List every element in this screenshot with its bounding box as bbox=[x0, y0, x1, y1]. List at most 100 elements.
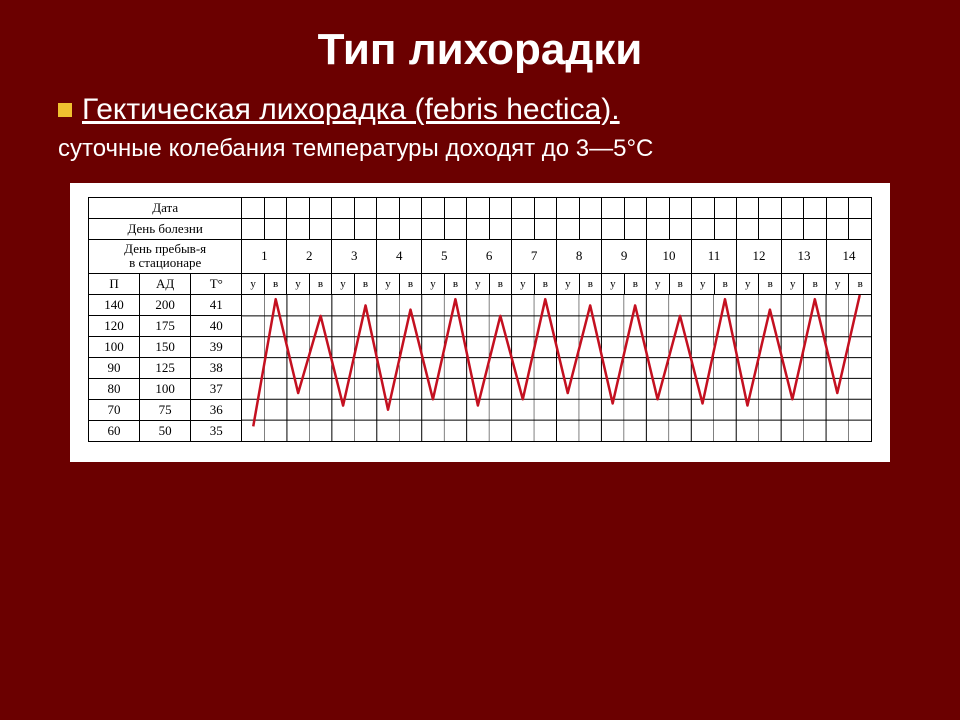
day-number: 12 bbox=[736, 240, 781, 274]
illness-cell bbox=[804, 219, 826, 240]
slide: Тип лихорадки Гектическая лихорадка (feb… bbox=[0, 0, 960, 720]
date-cell bbox=[624, 198, 646, 219]
uv-morning: у bbox=[332, 273, 354, 294]
date-cell bbox=[669, 198, 691, 219]
pulse-value: 140 bbox=[89, 294, 140, 315]
illness-cell bbox=[692, 219, 714, 240]
illness-cell bbox=[309, 219, 331, 240]
bullet-icon bbox=[58, 103, 72, 117]
illness-cell bbox=[647, 219, 669, 240]
subtitle-text: Гектическая лихорадка (febris hectica). bbox=[82, 93, 620, 127]
uv-evening: в bbox=[399, 273, 421, 294]
hdr-illness: День болезни bbox=[89, 219, 242, 240]
temp-value: 36 bbox=[191, 399, 242, 420]
temperature-line bbox=[254, 295, 861, 426]
day-number: 2 bbox=[287, 240, 332, 274]
plot-area bbox=[242, 294, 872, 441]
date-cell bbox=[422, 198, 444, 219]
uv-evening: в bbox=[264, 273, 286, 294]
uv-morning: у bbox=[557, 273, 579, 294]
uv-morning: у bbox=[781, 273, 803, 294]
date-cell bbox=[647, 198, 669, 219]
illness-cell bbox=[602, 219, 624, 240]
illness-cell bbox=[332, 219, 354, 240]
illness-cell bbox=[399, 219, 421, 240]
bp-value: 50 bbox=[140, 420, 191, 441]
pulse-value: 60 bbox=[89, 420, 140, 441]
day-number: 3 bbox=[332, 240, 377, 274]
illness-cell bbox=[557, 219, 579, 240]
illness-cell bbox=[759, 219, 781, 240]
uv-morning: у bbox=[602, 273, 624, 294]
pulse-value: 70 bbox=[89, 399, 140, 420]
fever-chart-table: ДатаДень болезниДень пребыв-яв стационар… bbox=[88, 197, 872, 442]
date-cell bbox=[444, 198, 466, 219]
uv-morning: у bbox=[826, 273, 848, 294]
bp-value: 100 bbox=[140, 378, 191, 399]
uv-evening: в bbox=[309, 273, 331, 294]
uv-morning: у bbox=[422, 273, 444, 294]
pulse-value: 100 bbox=[89, 336, 140, 357]
pulse-value: 80 bbox=[89, 378, 140, 399]
date-cell bbox=[242, 198, 264, 219]
illness-cell bbox=[444, 219, 466, 240]
illness-cell bbox=[624, 219, 646, 240]
date-cell bbox=[467, 198, 489, 219]
date-cell bbox=[512, 198, 534, 219]
uv-morning: у bbox=[242, 273, 264, 294]
temp-value: 41 bbox=[191, 294, 242, 315]
uv-morning: у bbox=[377, 273, 399, 294]
day-number: 8 bbox=[557, 240, 602, 274]
bp-value: 125 bbox=[140, 357, 191, 378]
date-cell bbox=[781, 198, 803, 219]
date-cell bbox=[759, 198, 781, 219]
subtitle-row: Гектическая лихорадка (febris hectica). bbox=[40, 93, 920, 127]
uv-evening: в bbox=[759, 273, 781, 294]
date-cell bbox=[714, 198, 736, 219]
temp-value: 39 bbox=[191, 336, 242, 357]
day-number: 5 bbox=[422, 240, 467, 274]
uv-evening: в bbox=[534, 273, 556, 294]
date-cell bbox=[332, 198, 354, 219]
date-cell bbox=[309, 198, 331, 219]
uv-morning: у bbox=[692, 273, 714, 294]
day-number: 14 bbox=[826, 240, 871, 274]
uv-evening: в bbox=[849, 273, 872, 294]
date-cell bbox=[489, 198, 511, 219]
day-number: 13 bbox=[781, 240, 826, 274]
day-number: 9 bbox=[602, 240, 647, 274]
bp-value: 75 bbox=[140, 399, 191, 420]
date-cell bbox=[849, 198, 872, 219]
illness-cell bbox=[534, 219, 556, 240]
temp-value: 37 bbox=[191, 378, 242, 399]
uv-morning: у bbox=[467, 273, 489, 294]
uv-morning: у bbox=[287, 273, 309, 294]
uv-evening: в bbox=[489, 273, 511, 294]
illness-cell bbox=[354, 219, 376, 240]
illness-cell bbox=[377, 219, 399, 240]
date-cell bbox=[692, 198, 714, 219]
illness-cell bbox=[736, 219, 758, 240]
date-cell bbox=[264, 198, 286, 219]
uv-evening: в bbox=[714, 273, 736, 294]
date-cell bbox=[557, 198, 579, 219]
date-cell bbox=[736, 198, 758, 219]
day-number: 11 bbox=[692, 240, 737, 274]
bp-value: 200 bbox=[140, 294, 191, 315]
slide-title: Тип лихорадки bbox=[40, 25, 920, 75]
illness-cell bbox=[781, 219, 803, 240]
pulse-value: 120 bbox=[89, 315, 140, 336]
illness-cell bbox=[669, 219, 691, 240]
illness-cell bbox=[579, 219, 601, 240]
illness-cell bbox=[512, 219, 534, 240]
uv-morning: у bbox=[512, 273, 534, 294]
uv-evening: в bbox=[624, 273, 646, 294]
uv-evening: в bbox=[669, 273, 691, 294]
day-number: 7 bbox=[512, 240, 557, 274]
chart-container: ДатаДень болезниДень пребыв-яв стационар… bbox=[70, 183, 890, 462]
date-cell bbox=[579, 198, 601, 219]
date-cell bbox=[804, 198, 826, 219]
uv-evening: в bbox=[804, 273, 826, 294]
bp-value: 175 bbox=[140, 315, 191, 336]
day-number: 6 bbox=[467, 240, 512, 274]
